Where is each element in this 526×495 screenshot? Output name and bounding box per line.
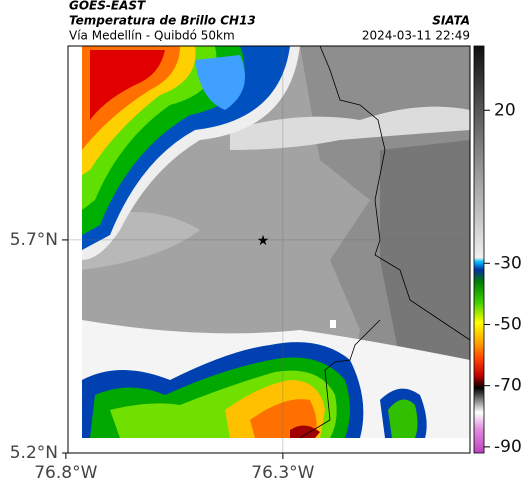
colorbar-tick-label: -50 bbox=[494, 314, 522, 334]
axes: 76.8°W 76.3°W 5.2°N 5.7°N 20 -30 -50 -70 -90 bbox=[10, 46, 522, 483]
datetime: 2024-03-11 22:49 bbox=[362, 29, 470, 43]
satellite-image bbox=[82, 46, 470, 438]
x-tick-label: 76.3°W bbox=[251, 463, 314, 483]
colorbar bbox=[473, 45, 485, 454]
y-tick-label: 5.2°N bbox=[10, 443, 58, 463]
colorbar-tick-label: 20 bbox=[494, 100, 516, 120]
header: GOES-EAST Temperatura de Brillo CH13 Vía… bbox=[69, 0, 470, 43]
map-frame bbox=[67, 45, 471, 454]
x-tick-label: 76.8°W bbox=[34, 463, 97, 483]
subtitle: Temperatura de Brillo CH13 bbox=[69, 14, 256, 28]
location-marker: ★ bbox=[257, 233, 270, 249]
y-tick-label: 5.7°N bbox=[10, 230, 58, 250]
colorbar-tick-label: -90 bbox=[494, 437, 522, 457]
source: SIATA bbox=[432, 14, 470, 28]
colorbar-tick-label: -70 bbox=[494, 376, 522, 396]
colorbar-tick-label: -30 bbox=[494, 253, 522, 273]
route: Vía Medellín - Quibdó 50km bbox=[69, 29, 235, 43]
title: GOES-EAST bbox=[69, 0, 146, 13]
